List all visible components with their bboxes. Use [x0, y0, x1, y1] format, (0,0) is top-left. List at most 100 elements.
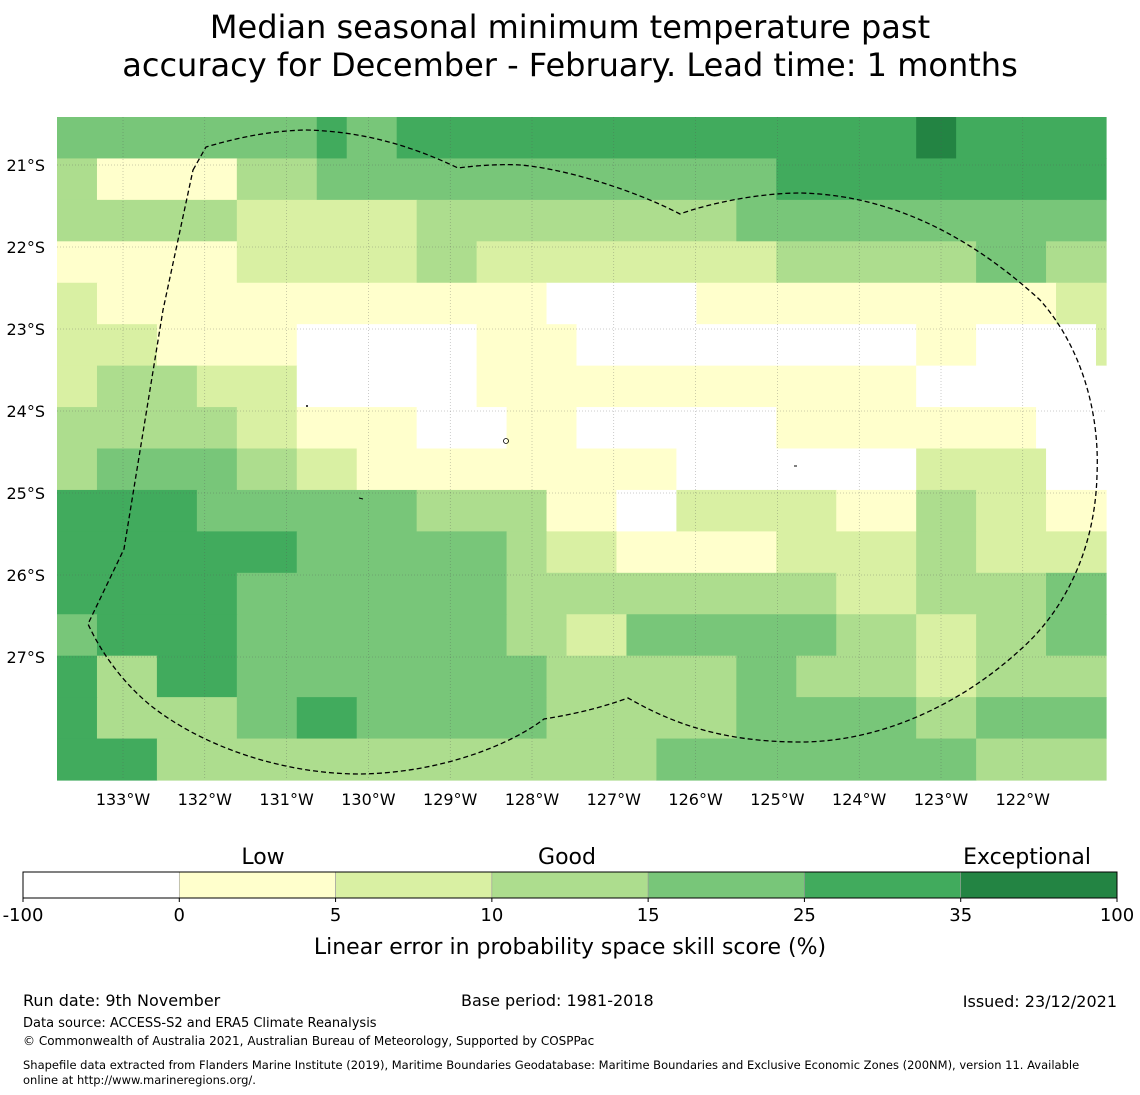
run-date: Run date: 9th November	[23, 991, 221, 1010]
latitude-label: 27°S	[6, 648, 45, 667]
grid-cell	[96, 282, 548, 325]
grid-cell	[57, 282, 98, 325]
longitude-label: 122°W	[996, 790, 1051, 809]
grid-cell	[236, 448, 298, 491]
grid-cell	[836, 489, 917, 532]
colorbar-tick-label: -100	[3, 905, 44, 926]
grid-cell	[57, 697, 98, 740]
grid-cell	[57, 117, 318, 160]
latitude-label: 21°S	[6, 156, 45, 175]
grid-cell	[416, 241, 478, 284]
grid-cell	[476, 241, 777, 284]
latitude-label: 22°S	[6, 238, 45, 257]
colorbar-ticks: -100 0 5 10 15 25 35 100	[3, 898, 1134, 926]
grid-cell	[916, 614, 977, 657]
grid-cell	[296, 324, 478, 367]
colorbar-axis-label: Linear error in probability space skill …	[314, 935, 826, 960]
grid-cell	[57, 738, 158, 781]
grid-cell	[96, 365, 198, 408]
grid-cell	[57, 407, 238, 450]
grid-cell	[156, 324, 298, 367]
latitude-label: 23°S	[6, 320, 45, 339]
colorbar-header-low: Low	[241, 845, 284, 870]
grid-cell	[776, 407, 1037, 450]
grid-cell	[916, 697, 977, 740]
longitude-label: 124°W	[832, 790, 887, 809]
island-marker	[306, 405, 308, 407]
grid-cell	[296, 407, 418, 450]
grid-cell	[546, 531, 618, 574]
grid-cell	[916, 489, 977, 532]
grid-cell	[506, 531, 548, 574]
grid-cell	[976, 241, 1047, 284]
chart-title-line-2: accuracy for December - February. Lead t…	[122, 46, 1018, 84]
island-marker	[503, 438, 509, 444]
colorbar-tick-label: 0	[174, 905, 185, 926]
grid-cell	[196, 489, 418, 532]
grid-cell	[356, 697, 548, 740]
longitude-label: 132°W	[178, 790, 233, 809]
grid-cell	[976, 489, 1047, 532]
grid-cell	[96, 158, 238, 201]
grid-cell	[836, 572, 917, 615]
colorbar-tick-label: 25	[793, 905, 816, 926]
grid-cell	[626, 614, 837, 657]
grid-cell	[506, 407, 578, 450]
colorbar-tick-label: 15	[637, 905, 660, 926]
grid-cell	[616, 489, 678, 532]
longitude-label: 126°W	[668, 790, 723, 809]
grid-cell	[576, 407, 777, 450]
colorbar-header-exceptional: Exceptional	[963, 845, 1091, 870]
grid-cell	[1056, 282, 1107, 325]
grid-cell	[316, 117, 348, 160]
grid-cell	[956, 117, 1107, 160]
grid-cell	[236, 158, 318, 201]
grid-cell	[916, 531, 977, 574]
grid-cell	[57, 448, 98, 491]
grid-cell	[916, 324, 977, 367]
latitude-label: 24°S	[6, 402, 45, 421]
grid-cell	[156, 738, 658, 781]
grid-cell	[1046, 241, 1107, 284]
grid-cell	[506, 614, 568, 657]
island-marker	[358, 497, 364, 500]
data-source: Data source: ACCESS-S2 and ERA5 Climate …	[23, 1016, 377, 1031]
grid-cell	[676, 448, 917, 491]
grid-cell	[236, 199, 418, 242]
grid-cell	[546, 489, 618, 532]
grid-cell	[976, 614, 1047, 657]
grid-cell	[546, 282, 697, 325]
copyright: © Commonwealth of Australia 2021, Austra…	[23, 1034, 595, 1048]
grid-cell	[396, 117, 917, 160]
colorbar-swatch	[22, 871, 180, 899]
grid-cell	[736, 697, 917, 740]
grid-cell	[57, 199, 238, 242]
longitude-label: 131°W	[259, 790, 314, 809]
colorbar-tick-label: 10	[480, 905, 503, 926]
latitude-label: 26°S	[6, 566, 45, 585]
grid-cell	[506, 572, 837, 615]
grid-cell	[976, 324, 1097, 367]
grid-cell	[1046, 572, 1107, 615]
grid-cell	[236, 655, 548, 698]
grid-cell	[976, 655, 1107, 698]
grid-cell	[776, 531, 917, 574]
grid-cell	[916, 572, 1047, 615]
colorbar-header-good: Good	[538, 845, 596, 870]
grid-cell	[776, 158, 1107, 201]
grid-cell	[57, 365, 98, 408]
grid-cell	[976, 738, 1107, 781]
grid-cell	[546, 697, 737, 740]
grid-cell	[156, 655, 238, 698]
grid-cell	[796, 655, 917, 698]
grid-cell	[296, 697, 358, 740]
grid-cell	[57, 531, 298, 574]
grid-cell	[416, 199, 737, 242]
colorbar-tick-label: 5	[330, 905, 341, 926]
grid-cell	[236, 241, 418, 284]
grid-cell	[57, 489, 198, 532]
grid-cell	[96, 448, 238, 491]
grid-cell	[96, 655, 158, 698]
longitude-label: 123°W	[914, 790, 969, 809]
grid-cell	[316, 158, 777, 201]
